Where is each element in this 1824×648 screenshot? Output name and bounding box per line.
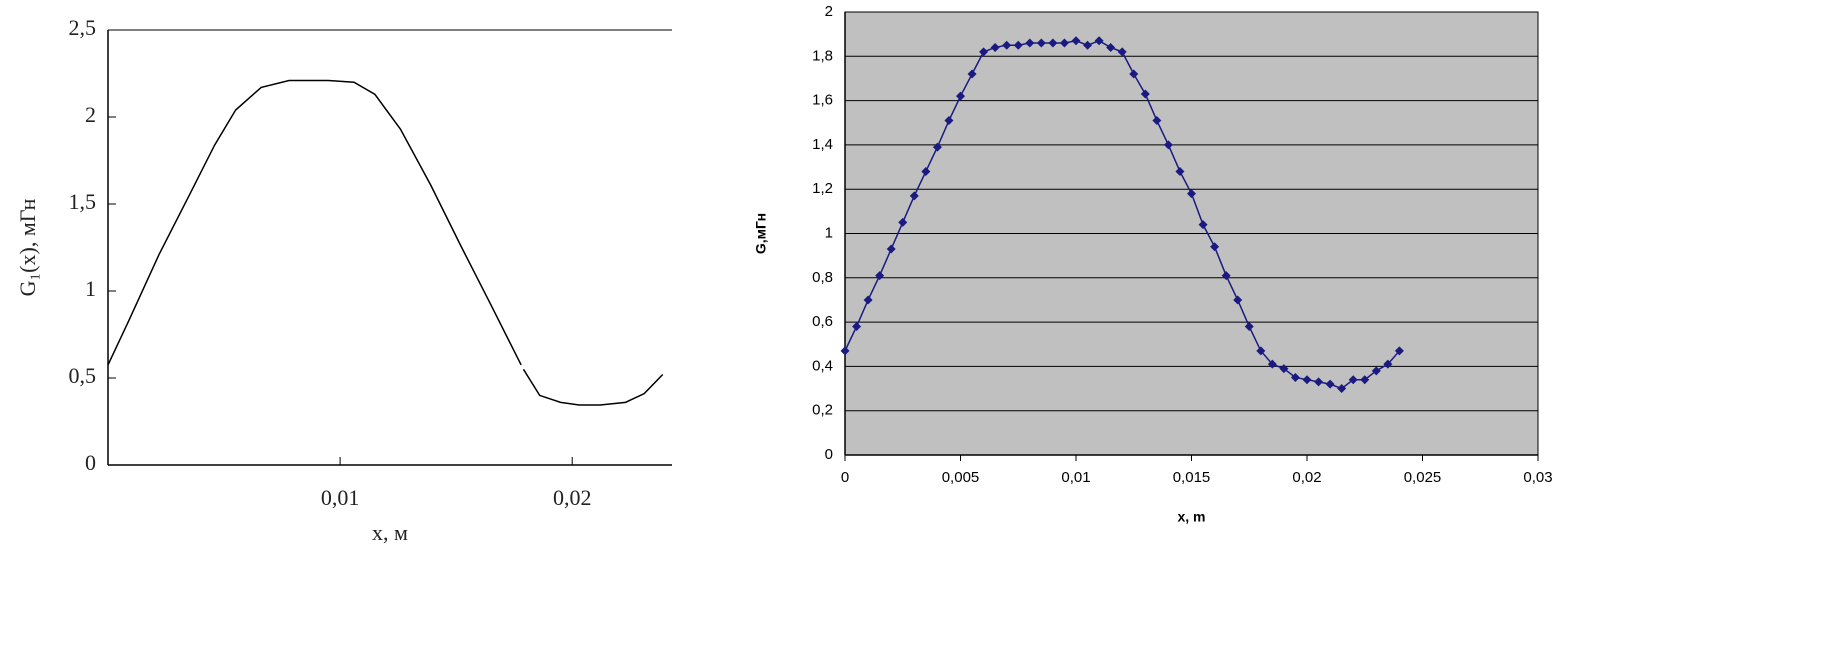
y-tick-label: 0,8 — [812, 269, 833, 286]
marker — [1360, 375, 1370, 385]
y-axis-label: G₁(x), мГн — [15, 198, 40, 296]
marker — [875, 271, 885, 281]
marker — [852, 322, 862, 332]
marker — [1233, 295, 1243, 305]
marker — [1117, 47, 1127, 57]
marker — [1140, 89, 1150, 99]
marker — [1279, 364, 1289, 374]
y-tick-label: 1,8 — [812, 47, 833, 64]
marker — [1175, 166, 1185, 176]
y-tick-label: 2 — [85, 102, 96, 127]
x-tick-label: 0,02 — [553, 485, 592, 510]
marker — [1394, 346, 1404, 356]
data-line — [107, 79, 522, 366]
y-tick-label: 1 — [85, 276, 96, 301]
marker — [1371, 366, 1381, 376]
marker — [1002, 40, 1012, 50]
x-tick-label: 0 — [841, 469, 849, 486]
y-tick-label: 0,2 — [812, 402, 833, 419]
marker — [1163, 140, 1173, 150]
y-tick-label: 0,5 — [69, 363, 97, 388]
marker — [1129, 69, 1139, 79]
marker — [1348, 375, 1358, 385]
y-tick-label: 1,5 — [69, 189, 97, 214]
marker — [1013, 40, 1023, 50]
marker — [1337, 384, 1347, 394]
marker — [1198, 220, 1208, 230]
marker — [1290, 372, 1300, 382]
marker — [932, 142, 942, 152]
y-tick-label: 2,5 — [69, 15, 97, 40]
y-tick-label: 1,2 — [812, 180, 833, 197]
y-tick-label: 1,6 — [812, 92, 833, 109]
marker — [990, 42, 1000, 52]
marker — [944, 116, 954, 126]
marker — [1048, 38, 1058, 48]
y-tick-label: 0 — [825, 446, 833, 463]
y-tick-label: 1 — [825, 224, 833, 241]
y-tick-label: 2 — [825, 3, 833, 20]
data-line — [522, 368, 664, 406]
x-axis-label: x, m — [1177, 509, 1205, 525]
marker — [1059, 38, 1069, 48]
chart-left: 0 0,5 1 1,5 2 2,5 0,01 0,02 x, м G₁(x), мГн — [15, 15, 672, 545]
y-tick-label: 0,4 — [812, 357, 833, 374]
marker — [1267, 359, 1277, 369]
marker — [1083, 40, 1093, 50]
marker — [1314, 377, 1324, 387]
marker — [1221, 271, 1231, 281]
marker — [1036, 38, 1046, 48]
marker — [979, 47, 989, 57]
marker — [1152, 116, 1162, 126]
x-tick-label: 0,025 — [1404, 469, 1442, 486]
y-tick-label: 0 — [85, 450, 96, 475]
x-axis-label: x, м — [372, 520, 408, 545]
x-tick-label: 0,03 — [1523, 469, 1552, 486]
marker — [1025, 38, 1035, 48]
marker — [886, 244, 896, 254]
marker — [1325, 379, 1335, 389]
y-axis-label: G,мГн — [753, 213, 769, 254]
marker — [956, 91, 965, 101]
y-tick-label: 1,4 — [812, 136, 833, 153]
marker — [1256, 346, 1266, 356]
marker — [967, 69, 977, 79]
marker — [1187, 189, 1196, 199]
marker — [898, 217, 908, 227]
x-tick-label: 0,01 — [321, 485, 360, 510]
x-tick-label: 0,005 — [942, 469, 980, 486]
chart-right: 0 0,2 0,4 0,6 0,8 1 1,2 1,4 1,6 1,8 2 0 0,005 0,01 0,0… — [753, 3, 1553, 525]
marker — [863, 295, 873, 305]
marker — [1302, 375, 1312, 385]
marker — [1383, 359, 1393, 369]
y-tick-label: 0,6 — [812, 313, 833, 330]
marker — [1210, 242, 1220, 252]
marker — [921, 166, 931, 176]
marker — [840, 346, 850, 356]
marker — [1244, 322, 1254, 332]
marker — [1094, 36, 1104, 46]
marker — [1106, 42, 1116, 52]
marker — [1071, 36, 1081, 46]
x-tick-label: 0,01 — [1061, 469, 1090, 486]
marker — [909, 191, 919, 201]
x-tick-label: 0,02 — [1292, 469, 1321, 486]
x-tick-label: 0,015 — [1173, 469, 1211, 486]
